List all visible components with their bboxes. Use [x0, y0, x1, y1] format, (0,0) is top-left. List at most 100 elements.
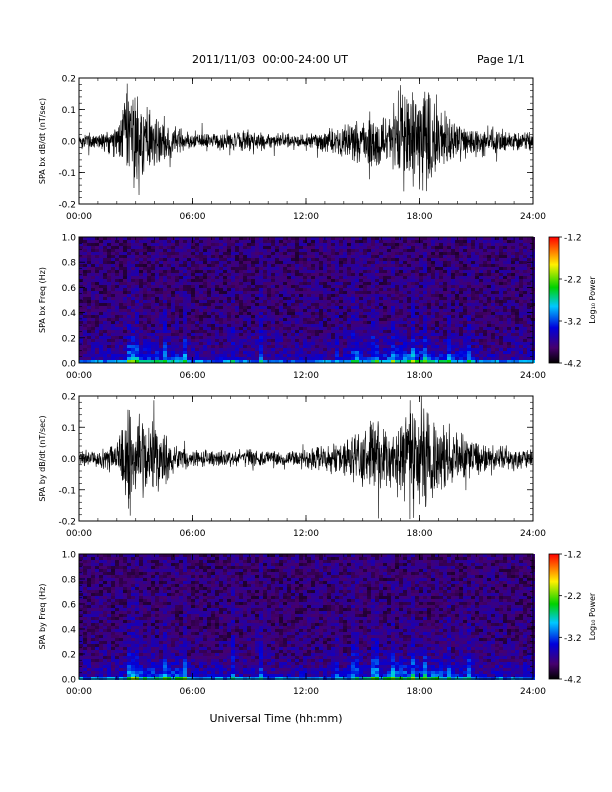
heatmap-cell — [331, 327, 335, 330]
heatmap-cell — [515, 237, 519, 240]
heatmap-cell — [303, 318, 307, 321]
heatmap-cell — [503, 246, 507, 249]
heatmap-cell — [443, 315, 447, 318]
heatmap-cell — [315, 300, 319, 303]
heatmap-cell — [471, 261, 475, 264]
heatmap-cell — [523, 294, 527, 297]
heatmap-cell — [251, 243, 255, 246]
heatmap-cell — [503, 285, 507, 288]
heatmap-cell — [487, 309, 491, 312]
heatmap-cell — [315, 246, 319, 249]
heatmap-cell — [503, 357, 507, 360]
heatmap-cell — [271, 330, 275, 333]
heatmap-cell — [299, 312, 303, 315]
heatmap-cell — [495, 279, 499, 282]
heatmap-cell — [527, 288, 531, 291]
heatmap-cell — [387, 270, 391, 273]
heatmap-cell — [435, 321, 439, 324]
heatmap-cell — [479, 360, 483, 363]
heatmap-cell — [507, 342, 511, 345]
heatmap-cell — [111, 318, 115, 321]
heatmap-cell — [455, 360, 459, 363]
heatmap-cell — [127, 345, 131, 348]
heatmap-cell — [147, 345, 151, 348]
heatmap-cell — [91, 348, 95, 351]
heatmap-cell — [479, 243, 483, 246]
heatmap-cell — [371, 249, 375, 252]
heatmap-cell — [399, 318, 403, 321]
heatmap-cell — [511, 327, 515, 330]
heatmap-cell — [147, 285, 151, 288]
heatmap-cell — [95, 318, 99, 321]
heatmap-cell — [319, 273, 323, 276]
heatmap-cell — [455, 306, 459, 309]
heatmap-cell — [215, 276, 219, 279]
heatmap-cell — [199, 306, 203, 309]
heatmap-cell — [347, 276, 351, 279]
heatmap-cell — [519, 261, 523, 264]
heatmap-cell — [239, 264, 243, 267]
heatmap-cell — [179, 336, 183, 339]
heatmap-cell — [399, 246, 403, 249]
heatmap-cell — [387, 354, 391, 357]
heatmap-cell — [291, 312, 295, 315]
heatmap-cell — [339, 288, 343, 291]
heatmap-cell — [239, 285, 243, 288]
heatmap-cell — [279, 258, 283, 261]
heatmap-cell — [271, 294, 275, 297]
heatmap-cell — [79, 255, 83, 258]
heatmap-cell — [495, 327, 499, 330]
heatmap-cell — [207, 258, 211, 261]
heatmap-cell — [435, 294, 439, 297]
heatmap-cell — [371, 339, 375, 342]
heatmap-cell — [99, 309, 103, 312]
heatmap-cell — [375, 288, 379, 291]
heatmap-cell — [255, 333, 259, 336]
heatmap-cell — [267, 351, 271, 354]
heatmap-cell — [295, 249, 299, 252]
heatmap-cell — [339, 273, 343, 276]
heatmap-cell — [471, 357, 475, 360]
heatmap-cell — [363, 306, 367, 309]
heatmap-cell — [179, 267, 183, 270]
heatmap-cell — [159, 348, 163, 351]
heatmap-cell — [335, 321, 339, 324]
heatmap-cell — [271, 348, 275, 351]
heatmap-cell — [83, 342, 87, 345]
heatmap-cell — [235, 258, 239, 261]
heatmap-cell — [323, 351, 327, 354]
heatmap-cell — [507, 291, 511, 294]
heatmap-cell — [131, 348, 135, 351]
heatmap-cell — [131, 276, 135, 279]
heatmap-cell — [143, 297, 147, 300]
heatmap-cell — [159, 255, 163, 258]
heatmap-cell — [499, 312, 503, 315]
heatmap-cell — [199, 330, 203, 333]
heatmap-cell — [343, 303, 347, 306]
heatmap-cell — [243, 327, 247, 330]
heatmap-cell — [151, 279, 155, 282]
heatmap-cell — [299, 345, 303, 348]
heatmap-cell — [255, 330, 259, 333]
heatmap-cell — [243, 264, 247, 267]
heatmap-cell — [399, 264, 403, 267]
heatmap-cell — [271, 258, 275, 261]
heatmap-cell — [315, 273, 319, 276]
heatmap-cell — [235, 276, 239, 279]
heatmap-cell — [375, 291, 379, 294]
heatmap-cell — [315, 276, 319, 279]
heatmap-cell — [463, 312, 467, 315]
heatmap-cell — [343, 252, 347, 255]
heatmap-cell — [95, 240, 99, 243]
heatmap-cell — [215, 297, 219, 300]
heatmap-cell — [439, 336, 443, 339]
heatmap-cell — [147, 339, 151, 342]
heatmap-cell — [407, 276, 411, 279]
heatmap-cell — [283, 258, 287, 261]
heatmap-cell — [339, 306, 343, 309]
heatmap-cell — [395, 315, 399, 318]
heatmap-cell — [287, 300, 291, 303]
heatmap-cell — [147, 342, 151, 345]
heatmap-cell — [483, 306, 487, 309]
heatmap-cell — [203, 354, 207, 357]
